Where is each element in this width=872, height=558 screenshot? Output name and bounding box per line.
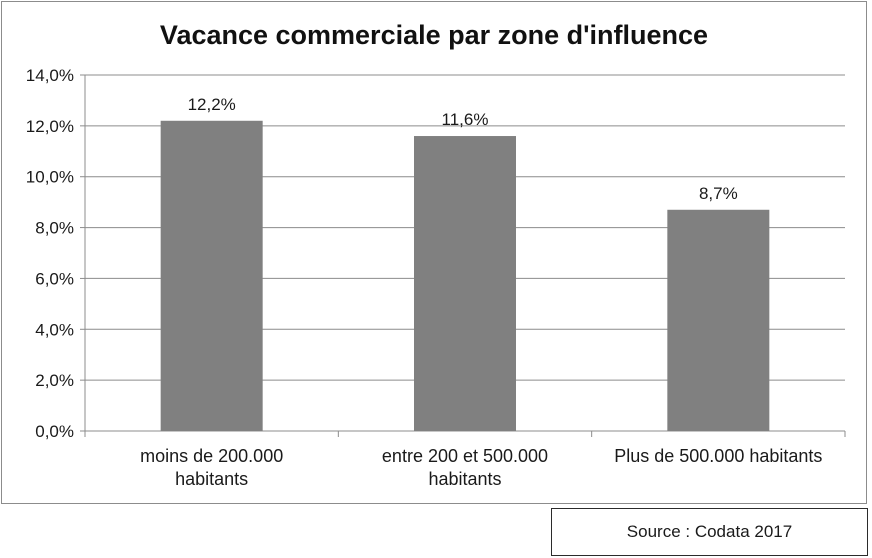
y-tick-label: 12,0% [26,117,74,136]
y-tick-label: 10,0% [26,168,74,187]
x-tick-label-line: habitants [175,469,248,489]
chart-title: Vacance commerciale par zone d'influence [160,20,708,50]
bars [160,120,770,432]
x-tick-label-line: Plus de 500.000 habitants [614,446,822,466]
data-label: 12,2% [188,95,236,114]
y-tick-label: 2,0% [35,371,74,390]
y-tick-label: 4,0% [35,320,74,339]
bar [414,136,516,431]
y-tick-label: 8,0% [35,219,74,238]
x-tick-label-line: moins de 200.000 [140,446,283,466]
y-tick-label: 6,0% [35,269,74,288]
x-tick-label: entre 200 et 500.000 habitants [382,446,548,489]
y-tick-label: 14,0% [26,66,74,85]
data-label: 8,7% [699,184,738,203]
x-tick-label: Plus de 500.000 habitants [614,446,822,466]
data-label: 11,6% [442,110,489,129]
bar [667,209,770,431]
x-tick-label: moins de 200.000 habitants [140,446,283,489]
source-label: Source : Codata 2017 [626,522,793,541]
x-tick-label-line: entre 200 et 500.000 [382,446,548,466]
bar [160,120,263,432]
x-tick-label-line: habitants [428,469,501,489]
y-tick-label: 0,0% [35,422,74,441]
source-note: Source : Codata 2017 [551,508,868,556]
labels: 0,0% 2,0% 4,0% 6,0% 8,0% 10,0% 12,0% 14,0% 12,2%… [26,66,823,489]
